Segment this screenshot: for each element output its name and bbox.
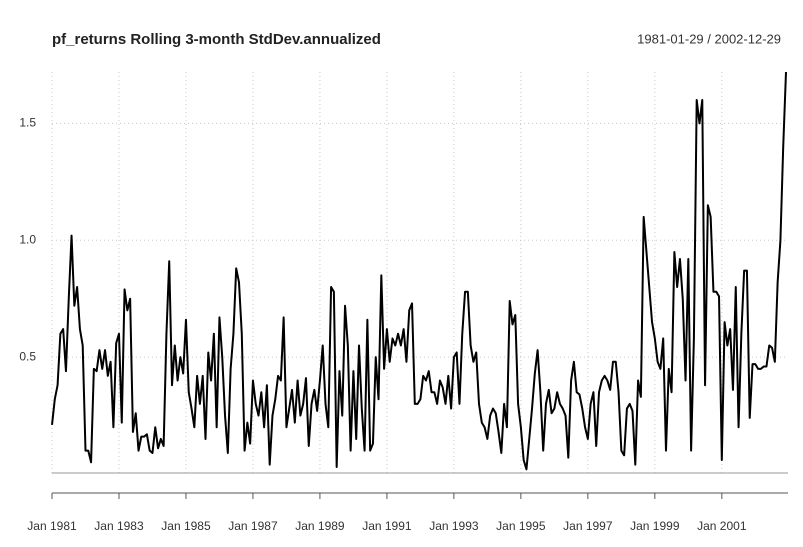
x-tick-label: Jan 1985 xyxy=(161,519,211,533)
x-tick-label: Jan 1987 xyxy=(228,519,278,533)
x-tick-label: Jan 1989 xyxy=(295,519,345,533)
x-tick-label: Jan 1999 xyxy=(630,519,680,533)
y-tick-label: 1.0 xyxy=(19,232,36,246)
x-tick-label: Jan 1983 xyxy=(94,519,144,533)
series-line xyxy=(51,71,787,471)
x-tick-label: Jan 1997 xyxy=(563,519,613,533)
y-tick-label: 0.5 xyxy=(19,349,36,363)
x-tick-label: Jan 2001 xyxy=(697,519,747,533)
x-tick-label: Jan 1995 xyxy=(496,519,546,533)
y-tick-label: 1.5 xyxy=(19,116,36,130)
x-tick-label: Jan 1993 xyxy=(429,519,479,533)
x-tick-label: Jan 1981 xyxy=(27,519,77,533)
date-range: 1981-01-29 / 2002-12-29 xyxy=(637,31,781,46)
x-tick-label: Jan 1991 xyxy=(362,519,412,533)
chart-title: pf_returns Rolling 3-month StdDev.annual… xyxy=(52,31,381,48)
